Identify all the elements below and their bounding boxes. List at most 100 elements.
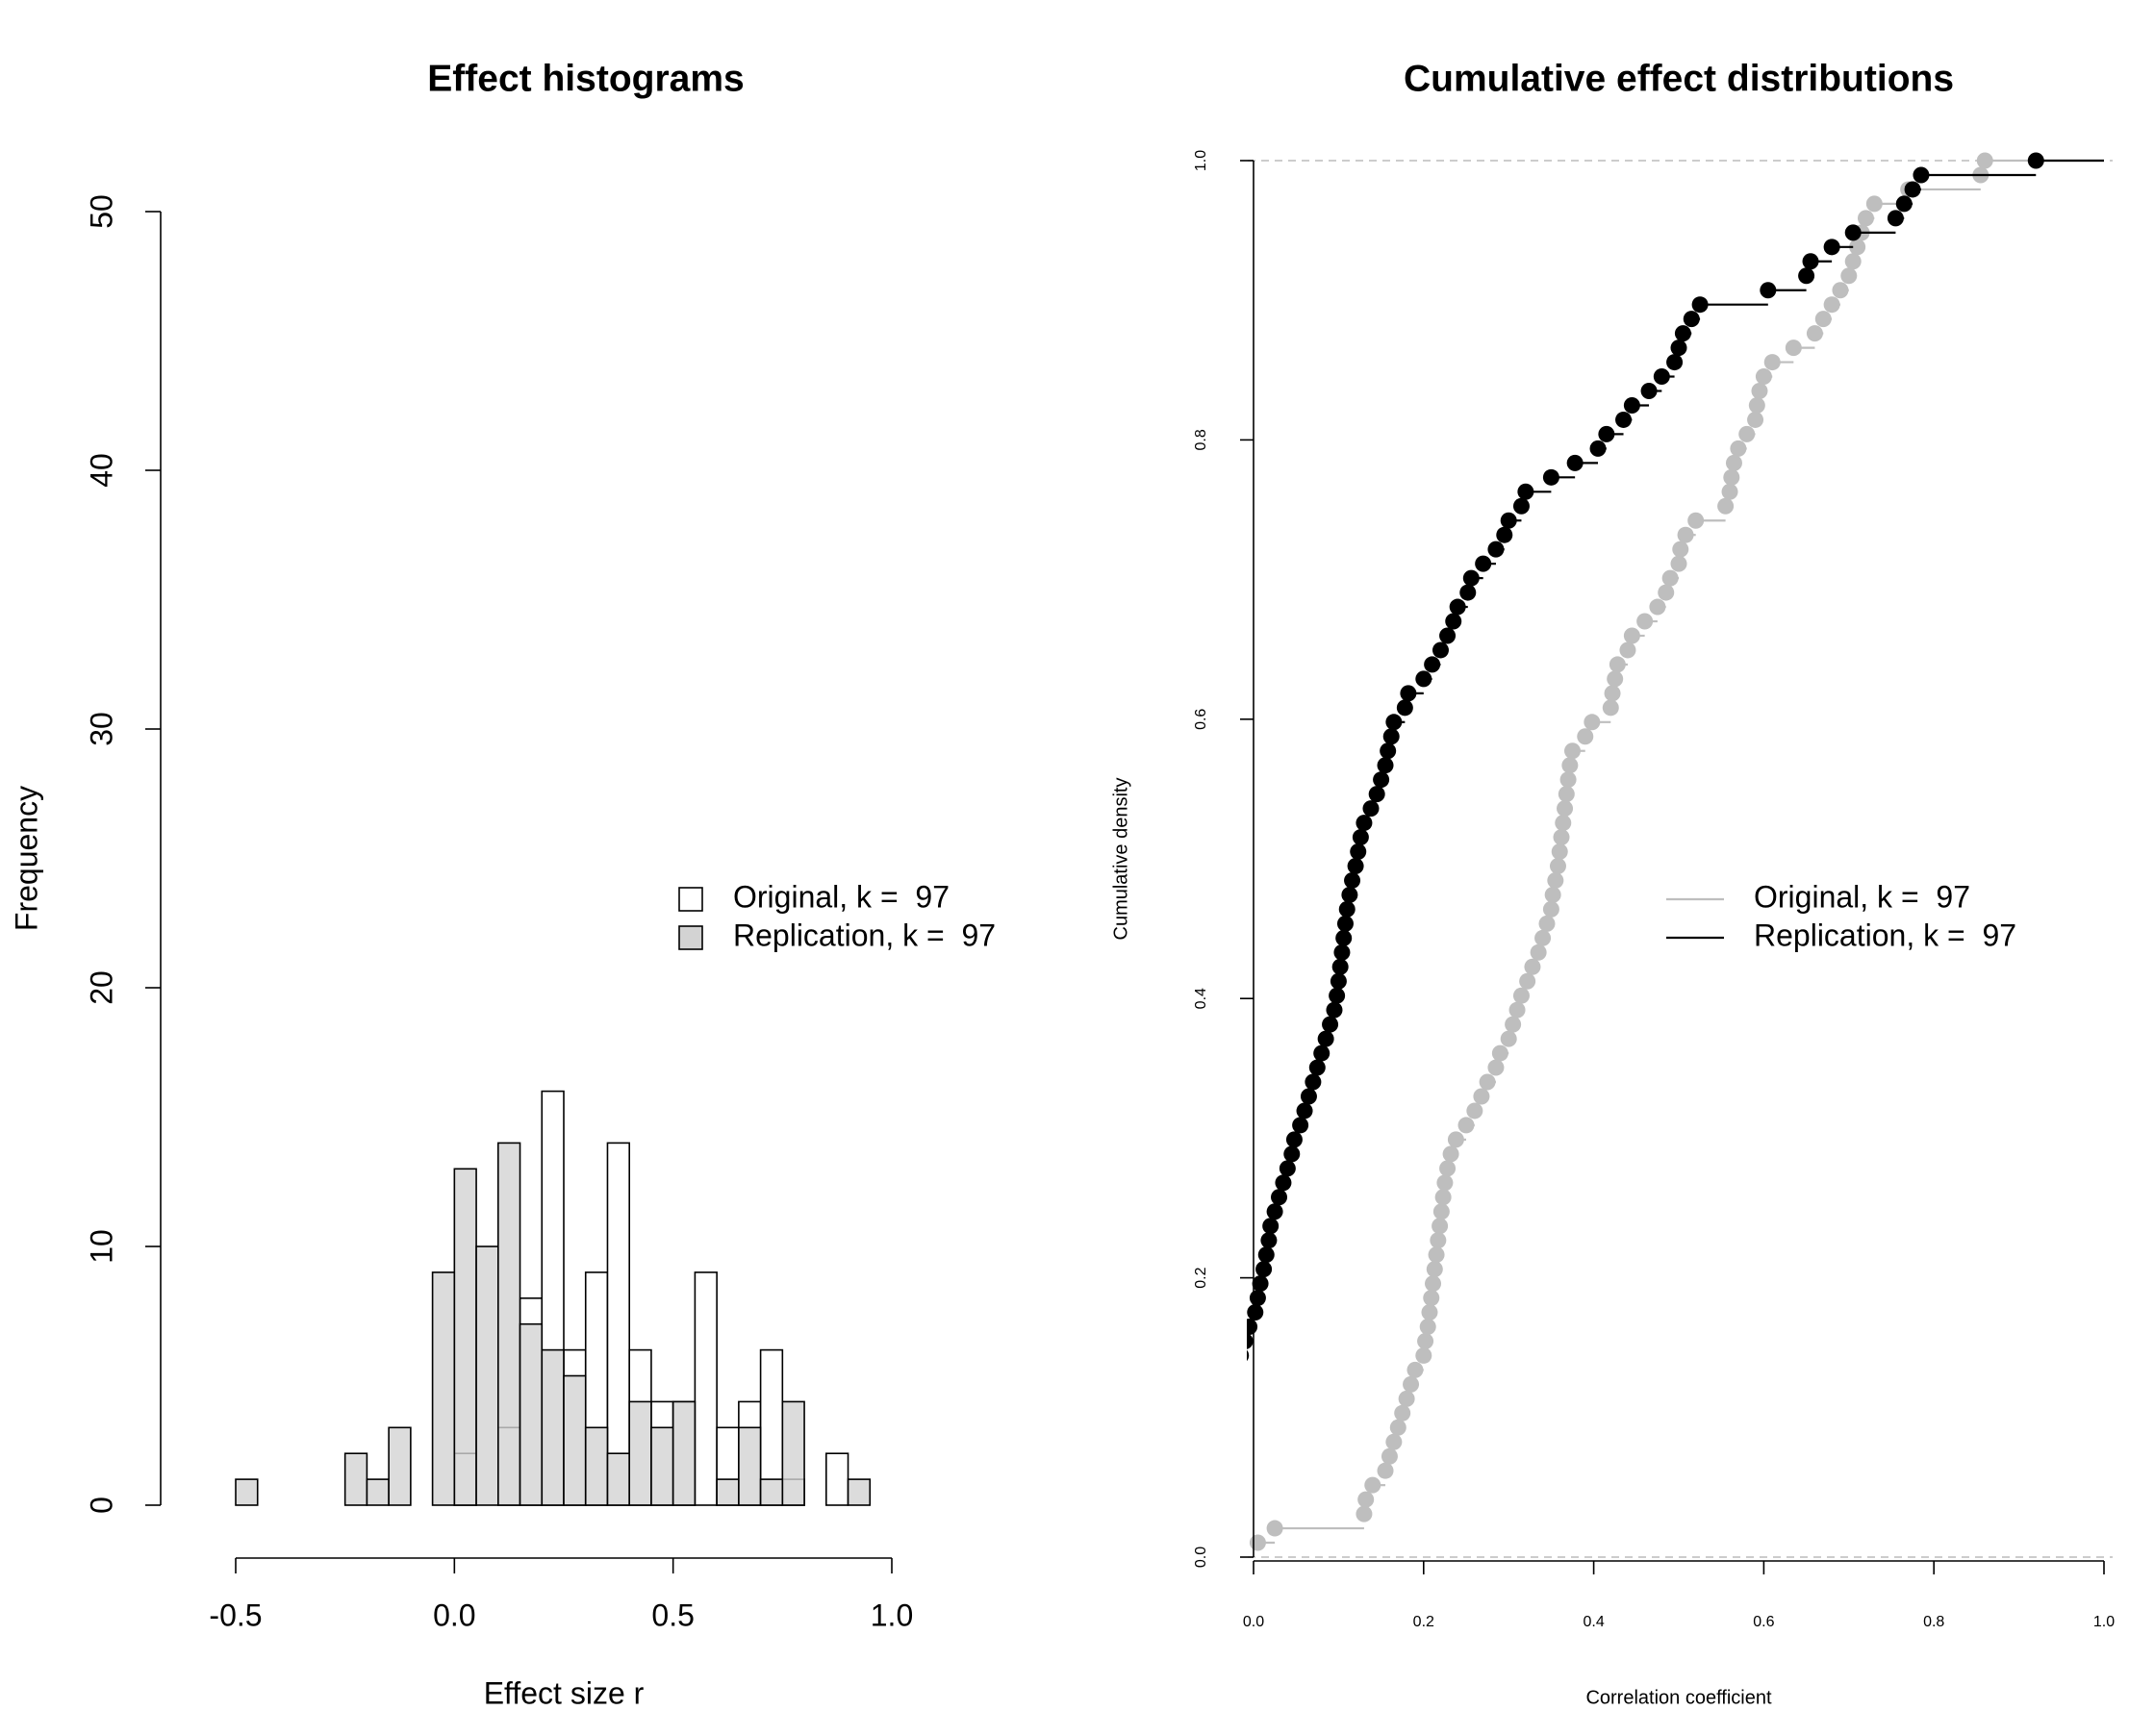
- ecdf-point: [1336, 915, 1354, 932]
- y-tick-label: 30: [84, 712, 118, 746]
- histogram-bar: [606, 1452, 631, 1506]
- y-tick-label: 0.8: [1193, 429, 1209, 450]
- ecdf-point: [1394, 1404, 1411, 1422]
- ecdf-point: [1500, 1030, 1517, 1047]
- ecdf-point: [1350, 843, 1367, 861]
- ecdf-point: [1755, 368, 1772, 386]
- ecdf-point: [1760, 282, 1777, 299]
- ecdf-point: [1247, 1333, 1254, 1349]
- ecdf-point: [1538, 915, 1556, 932]
- ecdf-point: [1424, 656, 1441, 673]
- x-tick-label: 1.0: [871, 1598, 913, 1632]
- ecdf-point: [1670, 555, 1687, 572]
- ecdf-point: [1649, 598, 1666, 616]
- histogram-bar: [519, 1322, 544, 1506]
- ecdf-point: [1432, 642, 1449, 659]
- ecdf-point: [1344, 871, 1361, 889]
- ecdf-point: [1247, 1304, 1264, 1321]
- ecdf-point: [1326, 1001, 1343, 1019]
- ecdf-point: [1530, 943, 1547, 961]
- ecdf-point: [1439, 627, 1457, 644]
- legend-label: Replication, k = 97: [1754, 918, 2016, 952]
- histogram-bar: [628, 1400, 652, 1506]
- ecdf-point: [1832, 282, 1849, 299]
- ecdf-point: [1333, 943, 1351, 961]
- ecdf-point: [837, 1535, 853, 1551]
- legend-label: Replication, k = 97: [733, 918, 996, 952]
- ecdf-point: [1524, 958, 1541, 975]
- ecdf-point: [1436, 1174, 1454, 1192]
- ecdf-point: [1385, 714, 1403, 731]
- ecdf-point: [1330, 972, 1347, 990]
- ecdf-point: [1292, 1117, 1309, 1134]
- histogram-bar: [672, 1400, 697, 1506]
- ecdf-point: [1249, 1534, 1266, 1551]
- ecdf-point: [1347, 857, 1364, 874]
- ecdf-point: [1385, 1433, 1403, 1450]
- ecdf-point: [1255, 1261, 1273, 1278]
- ecdf-point: [1357, 1491, 1375, 1508]
- histogram-bar: [388, 1426, 412, 1506]
- ecdf-point: [1598, 425, 1615, 442]
- ecdf-point: [1723, 468, 1740, 486]
- ecdf-point: [1362, 800, 1380, 818]
- ecdf-point: [1512, 987, 1530, 1004]
- ecdf-point: [1544, 886, 1561, 903]
- x-tick-label: 0.0: [1243, 1614, 1264, 1630]
- ecdf-point: [1415, 1346, 1432, 1364]
- ecdf-point: [1823, 296, 1840, 314]
- ecdf-point: [1058, 1506, 1075, 1522]
- x-tick-label: -0.5: [209, 1598, 262, 1632]
- ecdf-point: [1566, 454, 1584, 471]
- ecdf-point: [1462, 569, 1480, 587]
- ecdf-point: [1389, 1419, 1406, 1436]
- ecdf-point: [1252, 1275, 1269, 1293]
- ecdf-point: [1604, 685, 1621, 702]
- ecdf-point: [1976, 152, 1993, 169]
- legend-label: Original, k = 97: [1754, 879, 1970, 914]
- histogram-bar: [431, 1271, 456, 1506]
- ecdf-point: [1677, 526, 1694, 543]
- ecdf-point: [1439, 1160, 1457, 1177]
- ecdf-point: [1687, 512, 1705, 529]
- ecdf-point: [1247, 1349, 1250, 1362]
- ecdf-point: [1308, 1059, 1326, 1076]
- x-tick-label: 0.4: [1583, 1614, 1604, 1630]
- histogram-bar: [824, 1452, 849, 1506]
- ecdf-point: [1549, 857, 1566, 874]
- x-tick-label: 0.5: [651, 1598, 694, 1632]
- ecdf-point: [1423, 1290, 1440, 1307]
- x-tick-label: 0.6: [1753, 1614, 1774, 1630]
- ecdf-point: [1434, 1189, 1452, 1206]
- histogram-bar: [847, 1478, 872, 1506]
- ecdf-point: [1364, 1476, 1381, 1494]
- legend-label: Original, k = 97: [733, 879, 950, 914]
- ecdf-point: [1400, 685, 1417, 702]
- chart-title: Cumulative effect distributions: [1404, 58, 1954, 99]
- ecdf-point: [1207, 1420, 1224, 1436]
- ecdf-point: [1653, 368, 1670, 386]
- ecdf-point: [1666, 354, 1684, 371]
- ecdf-point: [1296, 1102, 1313, 1120]
- ecdf-point: [1432, 1203, 1450, 1220]
- ecdf-point: [1555, 815, 1572, 832]
- ecdf-point: [2027, 152, 2044, 169]
- ecdf-point: [1517, 483, 1534, 500]
- ecdf-point: [1398, 1390, 1415, 1407]
- ecdf-point: [1802, 253, 1819, 270]
- ecdf-point: [1658, 584, 1675, 601]
- ecdf-point: [1602, 699, 1619, 717]
- ecdf-point: [1257, 1246, 1275, 1264]
- x-tick-label: 0.0: [433, 1598, 475, 1632]
- ecdf-point: [1341, 886, 1358, 903]
- ecdf-point: [1211, 1405, 1228, 1422]
- histogram-bar: [694, 1271, 718, 1506]
- ecdf-point: [1368, 786, 1385, 803]
- histogram-bar: [343, 1452, 368, 1506]
- ecdf-point: [1806, 325, 1823, 342]
- histogram-bar: [563, 1374, 587, 1506]
- histogram-bar: [584, 1426, 609, 1506]
- ecdf-point: [1300, 1088, 1317, 1105]
